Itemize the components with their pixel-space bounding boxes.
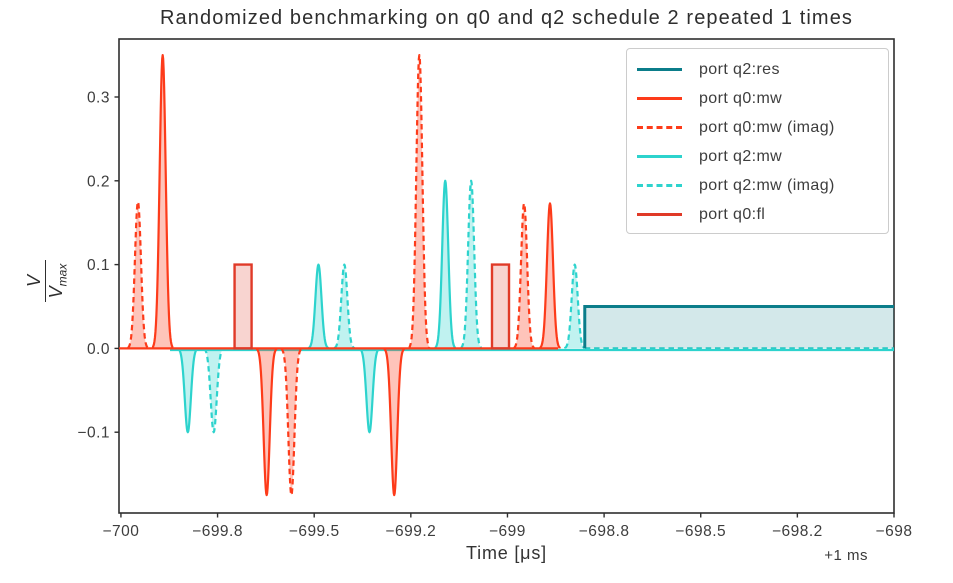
pulse-q0mw-imag [513, 202, 535, 349]
x-tick-label: −700 [102, 523, 139, 540]
legend-line-sample [637, 213, 682, 216]
pulse-q0mw-imag [408, 53, 431, 349]
legend-item-q0-mw-imag: port q0:mw (imag) [627, 113, 888, 142]
pulse-q2res-line [583, 305, 894, 349]
pulse-q0mw-imag [127, 200, 149, 349]
pulse-q0fl [490, 263, 511, 350]
legend: port q2:res port q0:mw port q0:mw (imag) po… [626, 48, 889, 234]
x-tick-label: −699 [489, 523, 526, 540]
legend-item-label: port q0:fl [699, 205, 766, 223]
legend-item-q0-mw: port q0:mw [627, 84, 888, 113]
legend-line-sample [637, 126, 682, 129]
plot-frame [118, 38, 895, 514]
pulse-q2mw-imag [563, 263, 586, 350]
legend-line-sample [637, 155, 682, 158]
pulse-q2mw-imag [202, 347, 225, 434]
legend-line-sample [637, 184, 682, 187]
pulse-q2mw [434, 179, 456, 349]
chart-title: Randomized benchmarking on q0 and q2 sch… [159, 7, 854, 29]
legend-item-label: port q2:mw (imag) [699, 176, 835, 194]
pulse-q2mw-imag [333, 263, 356, 350]
y-tick-label: 0.1 [87, 257, 110, 274]
legend-item-q2-mw-imag: port q2:mw (imag) [627, 171, 888, 200]
y-axis-fraction: V Vmax [23, 259, 70, 303]
pulse-q0mw [151, 53, 174, 349]
legend-item-label: port q2:res [699, 60, 780, 78]
pulse-q0fl [233, 263, 253, 350]
y-tick-label: 0.2 [87, 173, 110, 190]
x-tick-label: −698.8 [579, 523, 630, 540]
pulse-q2res-fill [584, 306, 894, 349]
legend-item-label: port q0:mw [699, 89, 783, 107]
x-axis-label: Time [μs] [466, 543, 547, 563]
legend-item-q2-mw: port q2:mw [627, 142, 888, 171]
legend-line-sample [637, 97, 682, 100]
pulse-q0mw [539, 202, 561, 349]
x-tick-label: −699.5 [289, 523, 340, 540]
axis-offset-label: +1 ms [824, 547, 868, 564]
x-tick-label: −698 [876, 523, 913, 540]
y-axis-label: V Vmax [0, 236, 97, 326]
legend-item-label: port q2:mw [699, 147, 783, 165]
x-tick-label: −698.2 [772, 523, 823, 540]
x-tick-label: −699.8 [192, 523, 243, 540]
y-tick-label: −0.1 [77, 425, 110, 442]
legend-item-q2-res: port q2:res [627, 55, 888, 84]
y-tick-label: 0.0 [87, 341, 110, 358]
pulse-q0mw [255, 348, 278, 497]
y-axis-denominator-base: V [45, 286, 66, 299]
y-axis-denominator-sub: max [55, 263, 70, 287]
pulse-q2mw [177, 347, 199, 434]
legend-item-q0-fl: port q0:fl [627, 200, 888, 229]
y-axis-denominator: Vmax [44, 259, 70, 303]
y-axis-numerator: V [23, 275, 44, 288]
x-tick-label: −699.2 [385, 523, 436, 540]
legend-line-sample [637, 68, 682, 71]
pulse-q2mw [307, 263, 330, 350]
pulse-q2mw-imag [460, 179, 482, 349]
pulse-q0mw-imag [280, 348, 303, 497]
y-tick-label: 0.3 [87, 89, 110, 106]
pulse-q2mw [358, 347, 381, 434]
legend-item-label: port q0:mw (imag) [699, 118, 835, 136]
x-tick-label: −698.5 [675, 523, 726, 540]
pulse-q0mw [383, 348, 405, 497]
